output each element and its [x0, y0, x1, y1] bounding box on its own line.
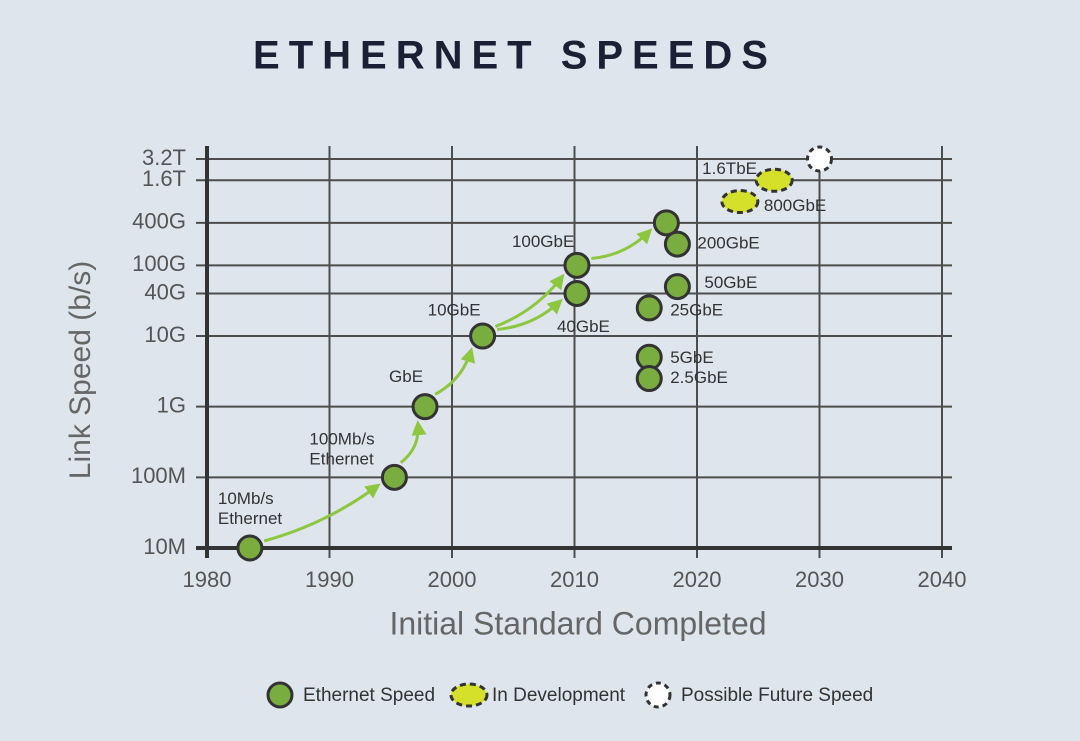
legend-item: Possible Future Speed	[644, 681, 873, 709]
point-label: 10GbE	[428, 301, 481, 320]
point-label: GbE	[389, 367, 423, 386]
legend-swatch	[449, 682, 489, 708]
point	[380, 463, 408, 491]
point-label: 50GbE	[704, 273, 757, 292]
x-tick-label: 2040	[918, 567, 967, 592]
point-label: 5GbE	[670, 348, 713, 367]
point-label: 10Mb/s Ethernet	[218, 489, 283, 528]
y-tick-label: 100M	[131, 463, 186, 488]
point-label: 100Mb/s Ethernet	[309, 430, 374, 469]
y-tick-label: 100G	[132, 251, 186, 276]
point	[563, 251, 591, 279]
y-tick-label: 1.6T	[142, 166, 186, 191]
arrow	[591, 228, 653, 260]
point-label: 100GbE	[512, 232, 574, 251]
point	[663, 273, 691, 301]
point	[469, 322, 497, 350]
y-tick-label: 10G	[144, 322, 186, 347]
point	[652, 209, 680, 237]
point	[411, 393, 439, 421]
y-tick-label: 40G	[144, 279, 186, 304]
y-tick-label: 1G	[157, 392, 186, 417]
point	[635, 294, 663, 322]
point	[236, 534, 264, 562]
legend-swatch	[266, 681, 294, 709]
arrow	[494, 273, 565, 328]
x-tick-label: 2010	[550, 567, 599, 592]
x-tick-label: 2030	[795, 567, 844, 592]
arrow	[263, 483, 381, 543]
legend-swatch	[644, 681, 672, 709]
point-label: 2.5GbE	[670, 368, 728, 387]
legend-item: Ethernet Speed	[266, 681, 435, 709]
point	[563, 279, 591, 307]
point	[663, 230, 691, 258]
x-axis-title: Initial Standard Completed	[389, 605, 766, 641]
y-tick-label: 400G	[132, 209, 186, 234]
legend-label: Ethernet Speed	[303, 685, 435, 706]
arrow	[434, 347, 476, 396]
point-label: 25GbE	[670, 300, 723, 319]
point-label: 200GbE	[697, 234, 759, 253]
point	[806, 145, 833, 173]
point	[720, 189, 760, 215]
x-tick-label: 1980	[183, 567, 232, 592]
x-tick-label: 2020	[673, 567, 722, 592]
point	[754, 167, 794, 193]
legend-label: Possible Future Speed	[681, 685, 873, 706]
arrow	[399, 420, 427, 464]
x-tick-label: 1990	[305, 567, 354, 592]
y-axis-title: Link Speed (b/s)	[64, 261, 97, 479]
point-label: 1.6TbE	[702, 159, 757, 178]
point-label: 800GbE	[764, 196, 826, 215]
chart-title: ETHERNET SPEEDS	[253, 34, 777, 78]
legend-item: In Development	[449, 682, 626, 708]
y-tick-label: 3.2T	[142, 145, 186, 170]
y-tick-label: 10M	[143, 534, 186, 559]
point-label: 40GbE	[557, 317, 610, 336]
legend-label: In Development	[492, 685, 626, 706]
x-tick-label: 2000	[428, 567, 477, 592]
point	[635, 365, 663, 393]
arrow	[497, 298, 563, 331]
